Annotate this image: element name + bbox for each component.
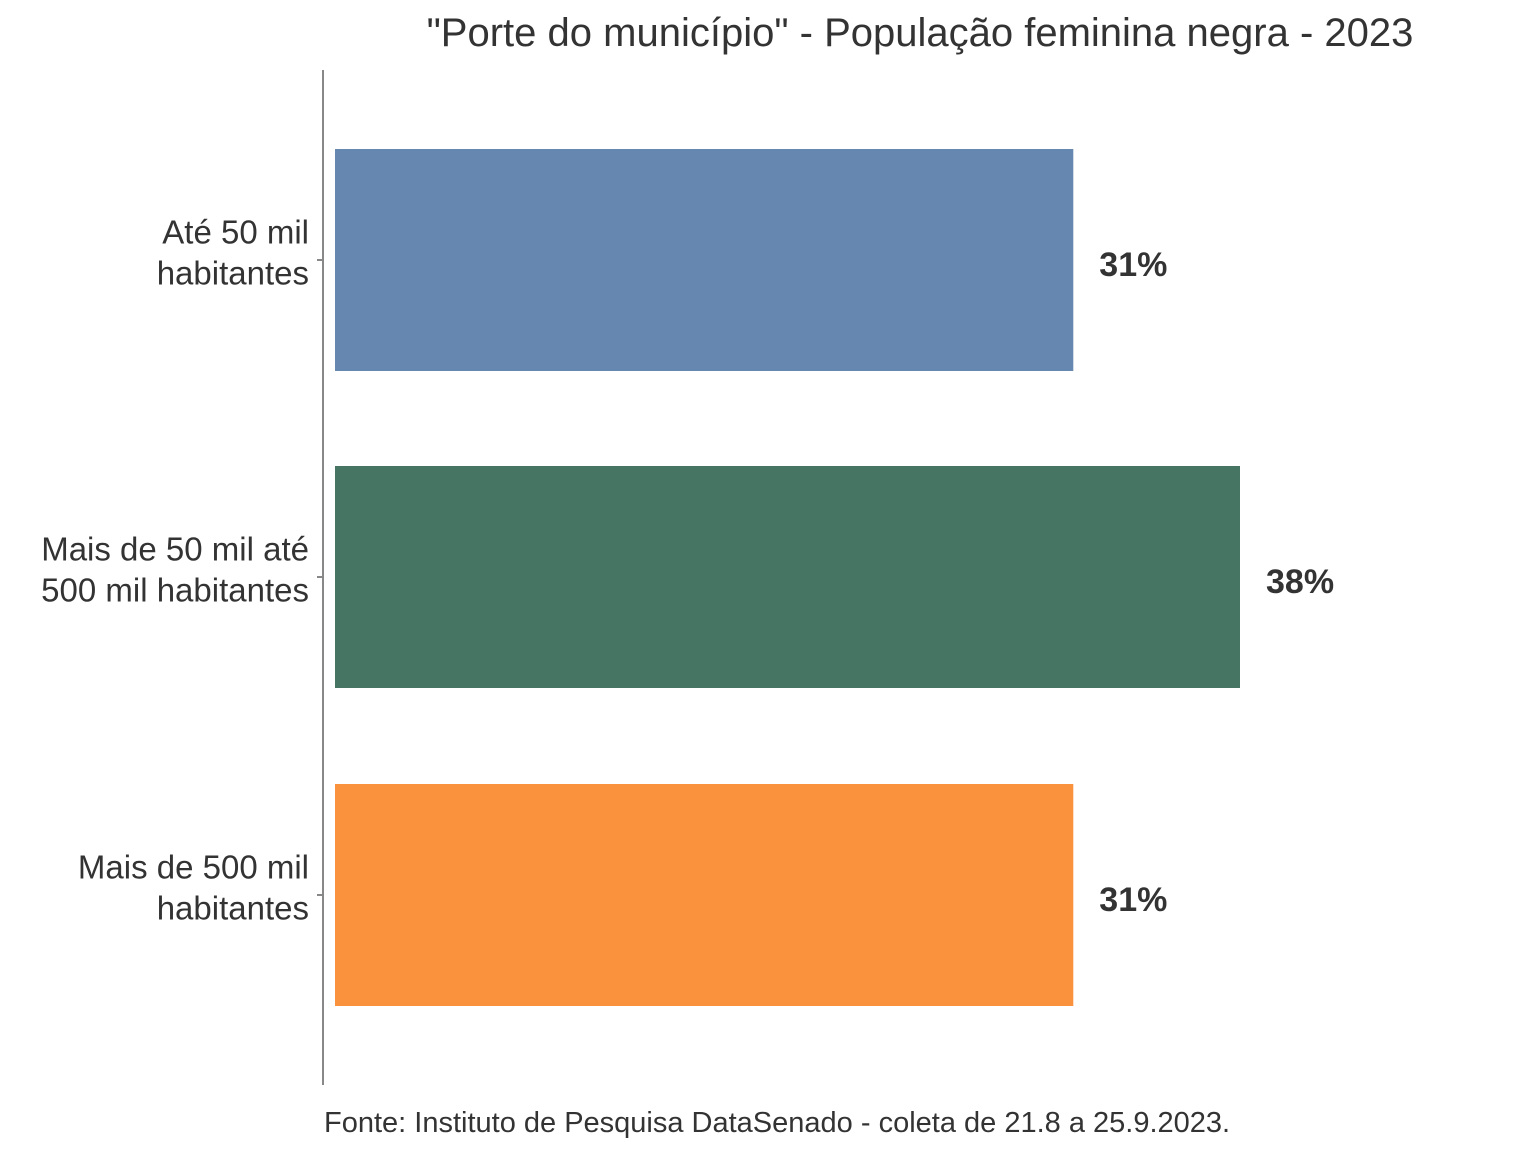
category-label-line: habitantes xyxy=(157,255,309,292)
value-label-3: 31% xyxy=(1099,881,1167,919)
bar-2 xyxy=(335,466,1240,688)
value-label-2: 38% xyxy=(1266,563,1334,601)
value-label-1: 31% xyxy=(1099,246,1167,284)
category-label-2: Mais de 50 mil até 500 mil habitantes xyxy=(41,531,309,609)
category-labels: Até 50 mil habitantes Mais de 50 mil até 50… xyxy=(41,214,309,927)
y-axis-ticks xyxy=(317,259,323,896)
category-label-1: Até 50 mil habitantes xyxy=(157,214,309,292)
chart-title: "Porte do município" - População feminin… xyxy=(427,11,1414,55)
category-label-line: Até 50 mil xyxy=(162,214,309,251)
category-label-line: Mais de 50 mil até xyxy=(41,531,309,568)
category-label-line: Mais de 500 mil xyxy=(78,849,309,886)
value-labels: 31% 38% 31% xyxy=(1099,246,1334,919)
category-label-line: 500 mil habitantes xyxy=(41,572,309,609)
chart-caption: Fonte: Instituto de Pesquisa DataSenado … xyxy=(324,1107,1230,1139)
bars-group xyxy=(335,149,1240,1006)
category-label-3: Mais de 500 mil habitantes xyxy=(78,849,309,927)
bar-3 xyxy=(335,784,1074,1006)
category-label-line: habitantes xyxy=(157,890,309,927)
bar-1 xyxy=(335,149,1074,371)
